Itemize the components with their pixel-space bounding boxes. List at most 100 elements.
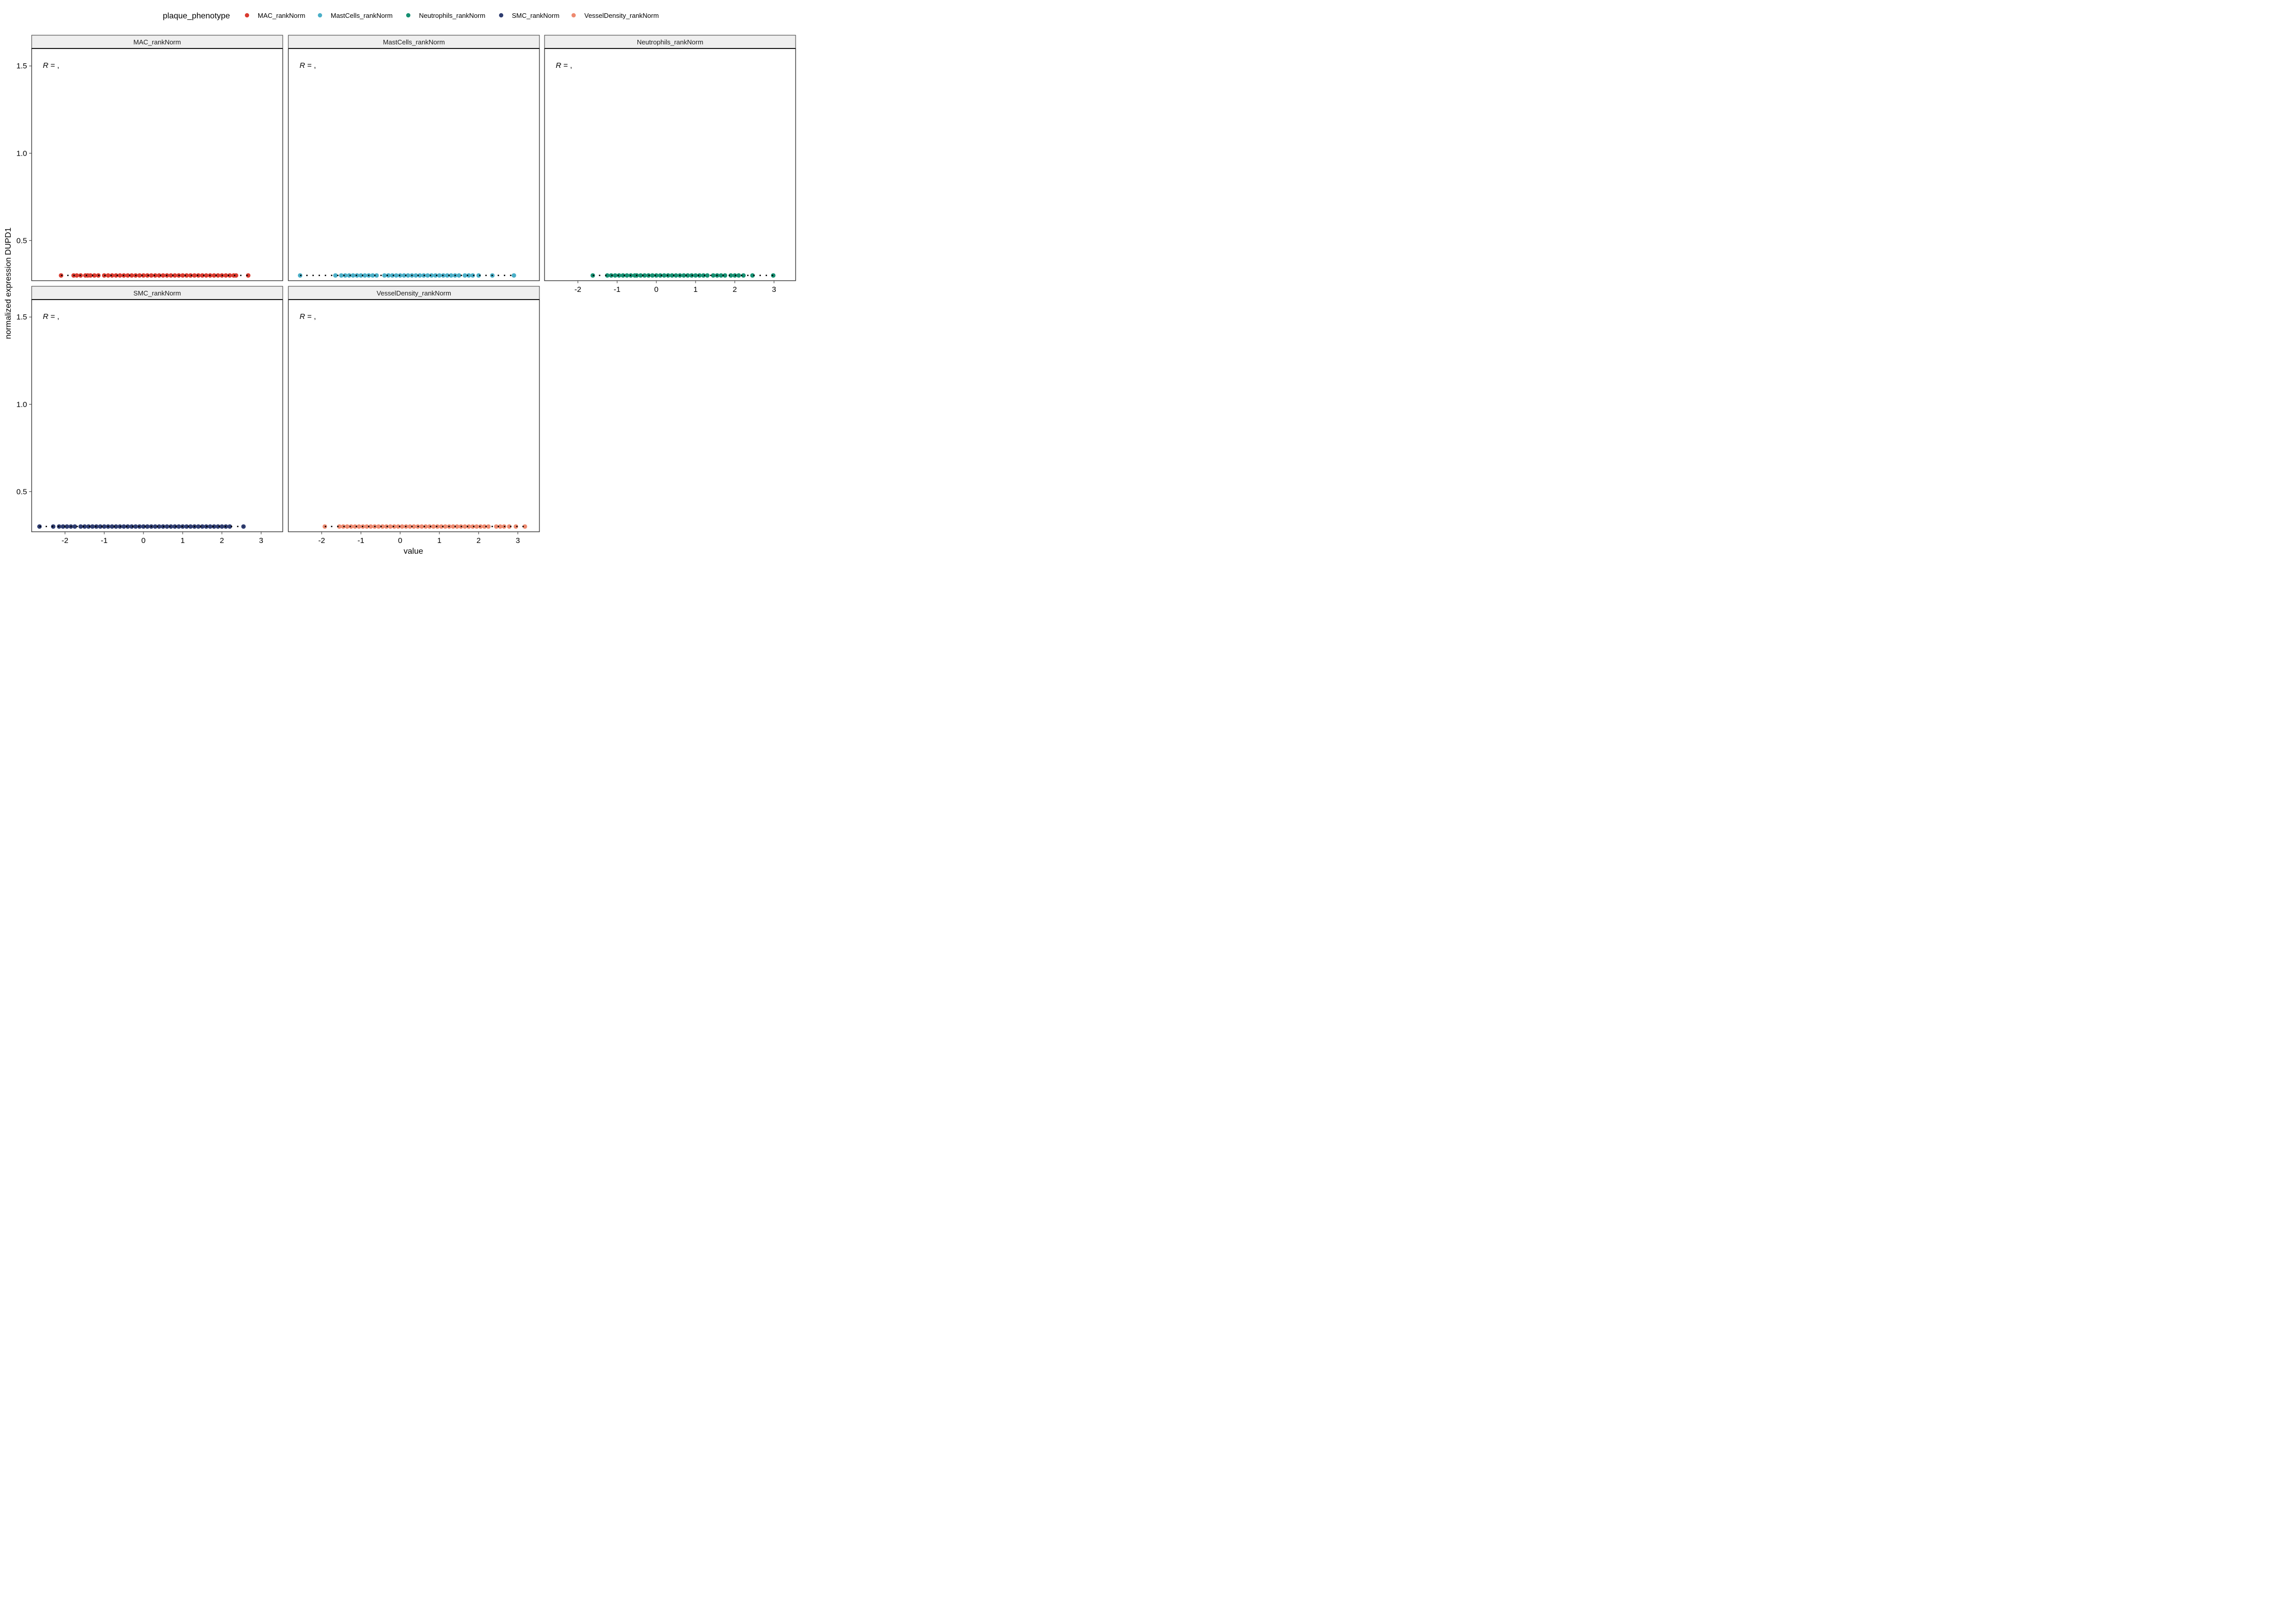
data-point	[347, 273, 352, 278]
data-point	[125, 524, 130, 529]
x-tick-label: 2	[733, 285, 737, 294]
data-point	[474, 524, 479, 529]
data-point	[376, 524, 381, 529]
data-point	[396, 524, 401, 529]
legend-label: VesselDensity_rankNorm	[584, 12, 659, 19]
data-point	[674, 273, 678, 278]
data-point	[204, 273, 209, 278]
legend-key-dot	[571, 13, 576, 18]
data-point	[75, 273, 79, 278]
data-point	[88, 273, 93, 278]
data-point	[741, 273, 746, 278]
y-tick-label: 0.5	[16, 236, 27, 245]
data-point	[133, 524, 138, 529]
data-point	[705, 273, 710, 278]
data-point	[241, 524, 246, 529]
data-point	[368, 524, 373, 529]
data-point	[437, 273, 442, 278]
data-point	[511, 273, 516, 278]
data-point	[86, 524, 91, 529]
data-point	[362, 273, 367, 278]
data-point	[212, 273, 216, 278]
data-point	[370, 273, 375, 278]
data-point	[82, 524, 87, 529]
data-point	[341, 524, 346, 529]
data-point	[102, 273, 107, 278]
data-point	[621, 273, 626, 278]
data-point	[145, 524, 150, 529]
data-point	[356, 524, 361, 529]
data-point	[494, 524, 499, 529]
data-point	[513, 524, 519, 529]
data-point	[64, 524, 69, 529]
x-tick-label: -2	[318, 536, 325, 545]
data-point	[224, 273, 228, 278]
data-point	[129, 273, 134, 278]
data-point	[523, 524, 527, 529]
data-point	[439, 524, 444, 529]
data-point	[443, 524, 448, 529]
data-point	[61, 524, 65, 529]
data-point	[406, 273, 410, 278]
data-point	[654, 273, 659, 278]
data-point	[227, 273, 232, 278]
data-point	[51, 524, 56, 529]
data-point	[380, 524, 385, 529]
facet-strip-label: SMC_rankNorm	[133, 289, 181, 297]
data-point	[215, 524, 220, 529]
correlation-label: R = ,	[556, 61, 572, 70]
facet-strip	[288, 35, 540, 49]
data-point	[498, 524, 503, 529]
data-point	[145, 273, 150, 278]
correlation-label: R = ,	[300, 312, 316, 321]
data-point	[110, 273, 114, 278]
legend-title: plaque_phenotype	[163, 12, 230, 20]
data-point	[719, 273, 724, 278]
data-point	[364, 524, 369, 529]
x-tick-label: -1	[101, 536, 108, 545]
facet-strip	[288, 286, 540, 300]
data-point	[728, 273, 733, 278]
correlation-label: R = ,	[43, 312, 59, 321]
data-point	[433, 273, 438, 278]
data-point	[72, 524, 77, 529]
data-point	[417, 273, 422, 278]
data-point	[685, 273, 690, 278]
panel-border	[288, 299, 540, 532]
data-point	[121, 524, 127, 529]
data-point	[343, 273, 348, 278]
data-point	[681, 273, 686, 278]
data-point	[413, 273, 418, 278]
correlation-label: R = ,	[43, 61, 59, 70]
data-point	[382, 273, 387, 278]
data-point	[141, 524, 146, 529]
data-point	[638, 273, 643, 278]
data-point	[137, 273, 142, 278]
data-point	[188, 524, 193, 529]
x-tick-label: 3	[772, 285, 776, 294]
faceted-scatter-chart: plaque_phenotype MAC_rankNorm MastCells_r…	[4, 12, 796, 556]
data-point	[771, 273, 776, 278]
data-point	[180, 273, 185, 278]
data-point	[358, 273, 363, 278]
x-tick-label: 0	[654, 285, 658, 294]
correlation-label: R = ,	[300, 61, 316, 70]
data-point	[390, 273, 395, 278]
data-point	[157, 273, 162, 278]
x-tick-label: -1	[614, 285, 621, 294]
facet-strip-label: VesselDensity_rankNorm	[377, 289, 451, 297]
data-point	[125, 273, 130, 278]
panel-border	[544, 48, 796, 281]
data-point	[234, 273, 238, 278]
panel-border	[31, 299, 283, 532]
data-point	[129, 524, 134, 529]
legend-label: MastCells_rankNorm	[331, 12, 392, 19]
data-point	[117, 273, 122, 278]
facet-panel: VesselDensity_rankNorm R = , -2 -1 0 1 2 3	[288, 286, 540, 545]
data-point	[168, 524, 174, 529]
data-point	[394, 273, 399, 278]
data-point	[161, 273, 165, 278]
data-point	[466, 273, 472, 278]
data-point	[658, 273, 663, 278]
data-point	[349, 524, 354, 529]
